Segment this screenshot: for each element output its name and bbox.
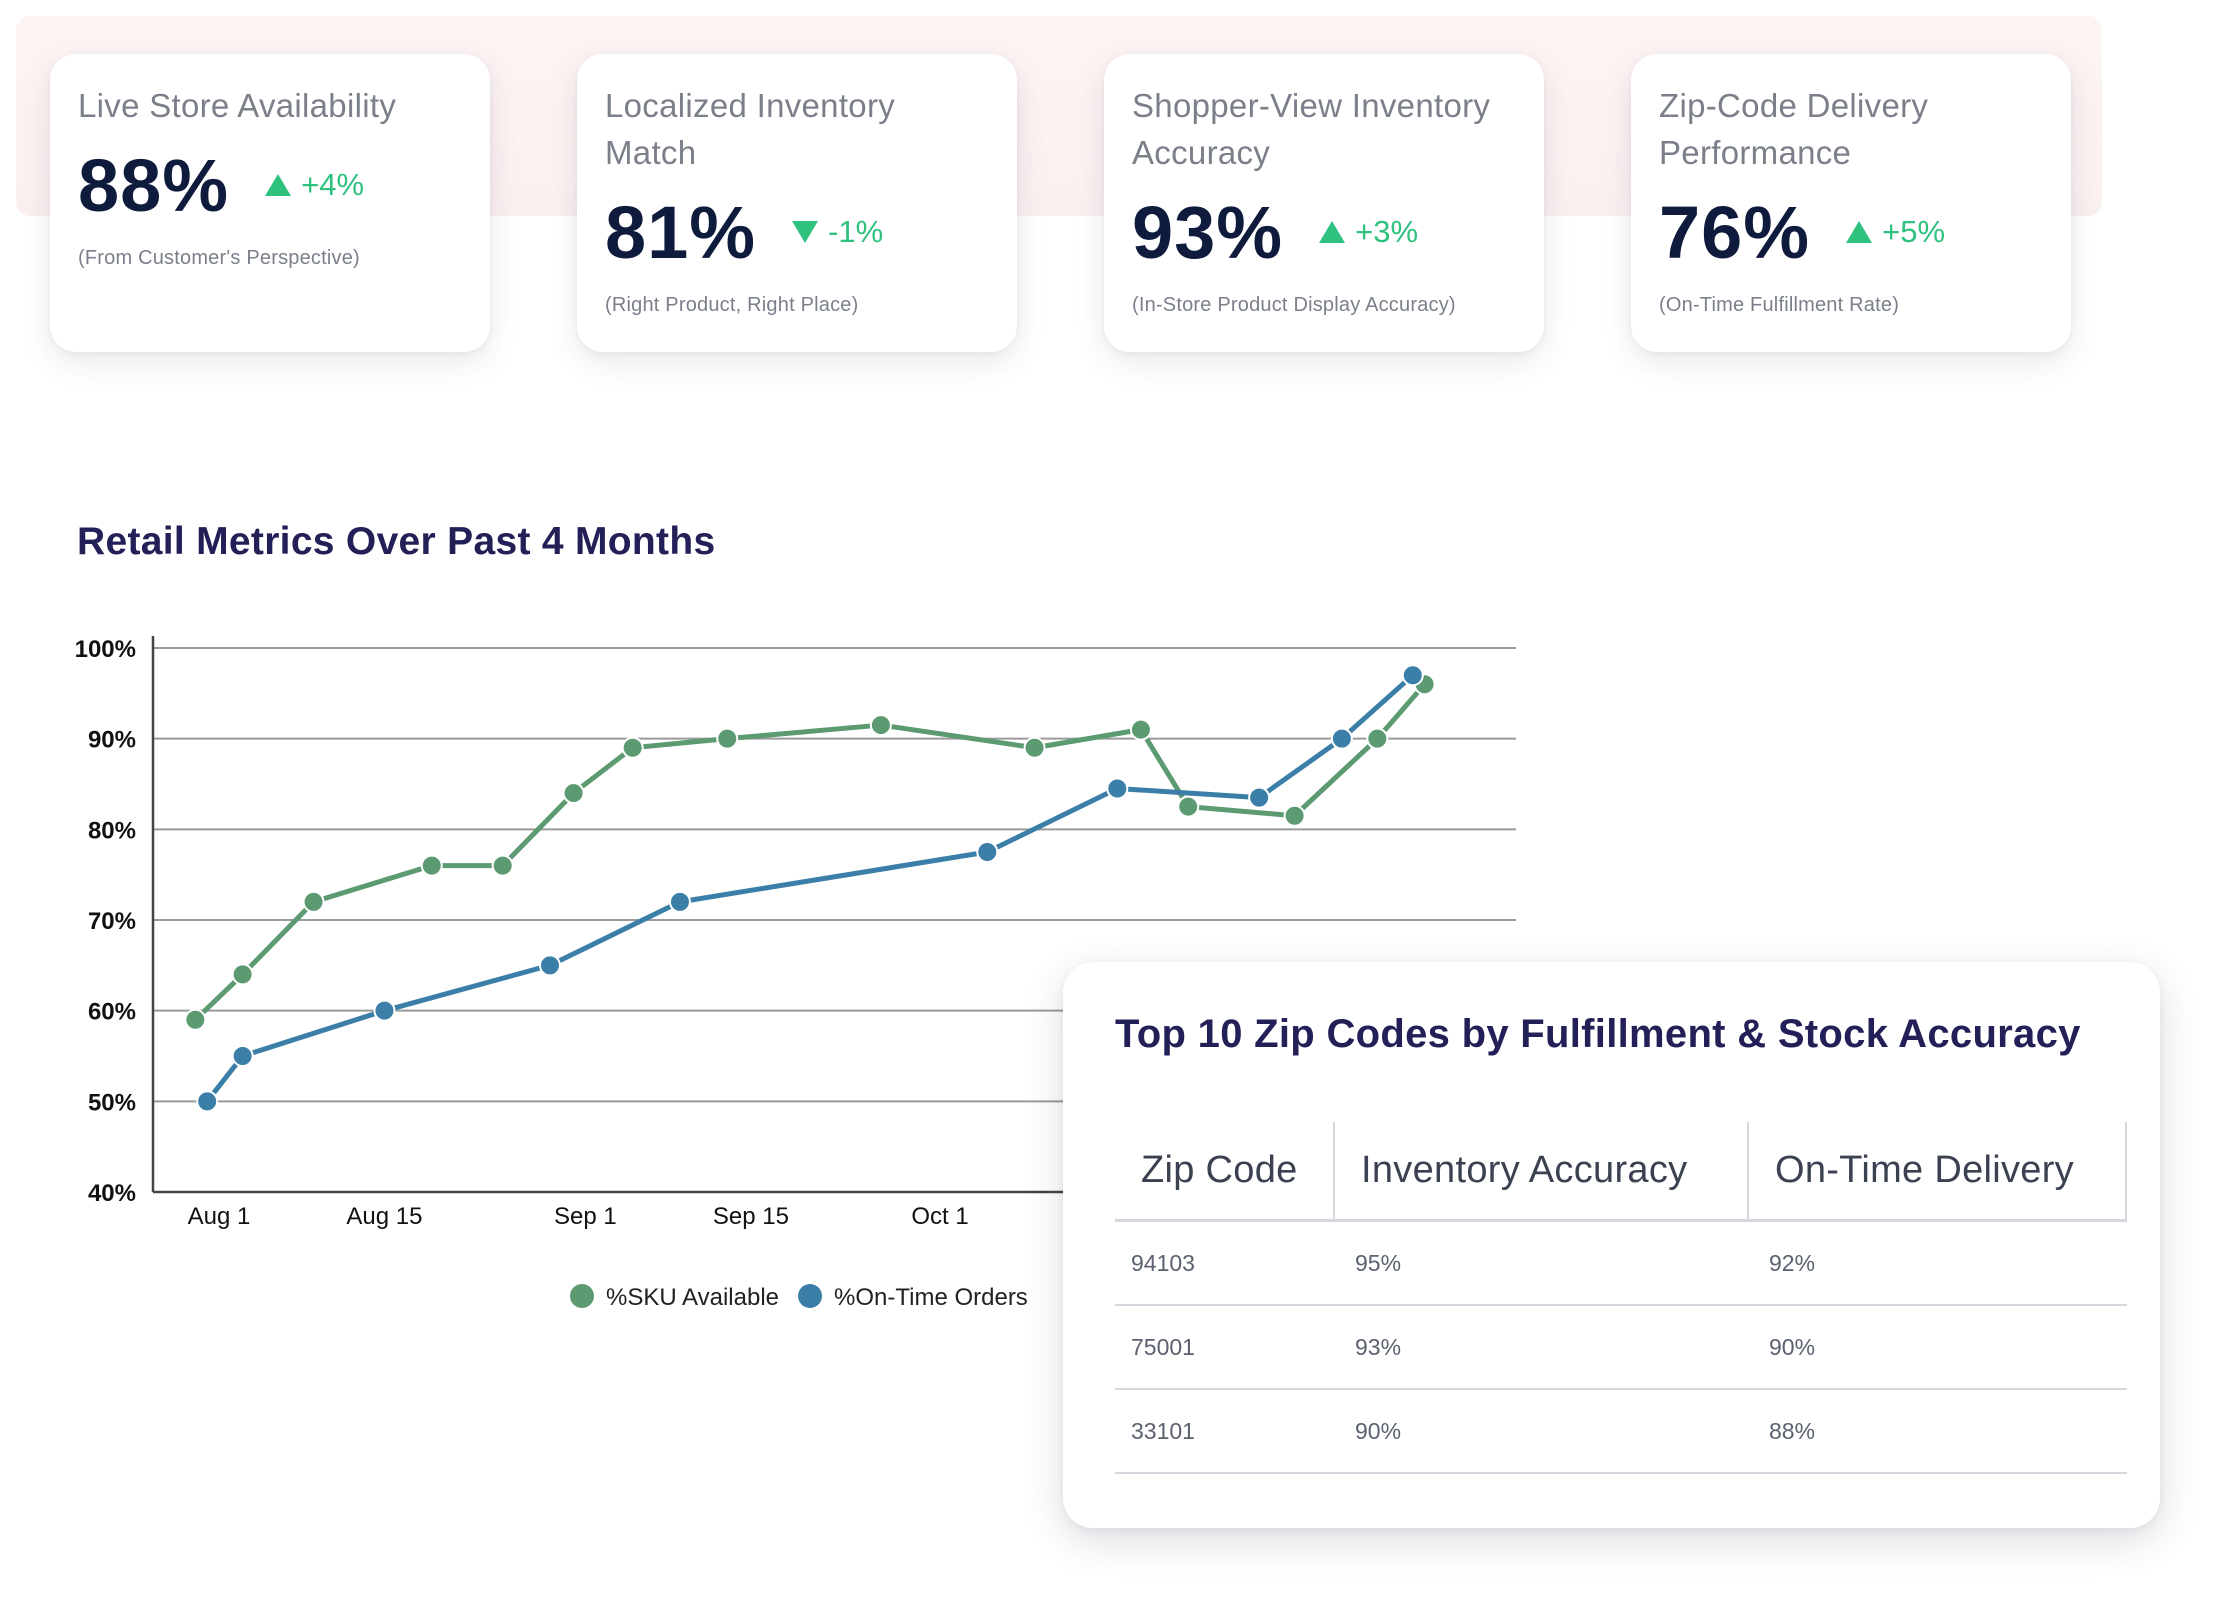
kpi-delta-value: +5% bbox=[1882, 214, 1946, 249]
column-header-zip-code[interactable]: Zip Code bbox=[1141, 1149, 1298, 1191]
kpi-row: 76% +5% bbox=[1659, 182, 2043, 282]
data-point bbox=[1330, 727, 1353, 750]
data-point bbox=[1248, 786, 1271, 809]
table-row[interactable]: 94103 95% 92% bbox=[1115, 1222, 2127, 1306]
x-tick-label: Sep 15 bbox=[713, 1203, 789, 1230]
trend-up-icon bbox=[1319, 221, 1346, 243]
trend-up-icon bbox=[265, 174, 292, 196]
x-tick-label: Aug 15 bbox=[346, 1203, 422, 1230]
data-point bbox=[302, 890, 325, 913]
line-chart: 100% 90% 80% 70% 60% 50% 40% Aug 1 Aug 15 Sep 1 Se… bbox=[75, 636, 1516, 1311]
kpi-title: Live Store Availability bbox=[78, 87, 397, 124]
kpi-row: 81% -1% bbox=[605, 182, 989, 282]
data-point bbox=[1106, 777, 1129, 800]
y-tick-label: 100% bbox=[75, 636, 136, 663]
data-point bbox=[1177, 795, 1200, 818]
kpi-row: 93% +3% bbox=[1132, 182, 1516, 282]
data-point bbox=[1401, 664, 1424, 687]
kpi-subtitle: (From Customer's Perspective) bbox=[78, 247, 360, 269]
legend-marker bbox=[798, 1284, 822, 1308]
kpi-subtitle: (On-Time Fulfillment Rate) bbox=[1659, 294, 1900, 316]
table-header-row: Zip Code Inventory Accuracy On-Time Deli… bbox=[1115, 1122, 2127, 1222]
y-tick-label: 50% bbox=[88, 1089, 136, 1116]
data-point bbox=[231, 1045, 254, 1067]
data-point bbox=[231, 963, 254, 986]
kpi-subtitle: (Right Product, Right Place) bbox=[605, 294, 859, 316]
cell-inventory-accuracy: 90% bbox=[1355, 1417, 1402, 1444]
kpi-delta: +4% bbox=[265, 167, 364, 203]
cell-zip-code: 33101 bbox=[1131, 1417, 1195, 1444]
series-line bbox=[205, 673, 1415, 1103]
kpi-delta: -1% bbox=[792, 214, 883, 250]
data-point bbox=[491, 854, 514, 877]
chart-title: Retail Metrics Over Past 4 Months bbox=[77, 520, 716, 563]
kpi-card-zip-code-delivery-performance[interactable]: Zip-Code Delivery Performance 76% +5% (O… bbox=[1631, 54, 2071, 352]
kpi-delta: +5% bbox=[1846, 214, 1945, 250]
cell-on-time-delivery: 92% bbox=[1769, 1249, 1816, 1276]
data-point bbox=[976, 841, 999, 863]
kpi-delta: +3% bbox=[1319, 214, 1418, 250]
y-tick-label: 60% bbox=[88, 999, 136, 1026]
y-tick-label: 90% bbox=[88, 727, 136, 754]
cell-zip-code: 75001 bbox=[1131, 1333, 1195, 1360]
y-tick-label: 70% bbox=[88, 908, 136, 935]
data-point bbox=[196, 1090, 219, 1113]
cell-on-time-delivery: 90% bbox=[1769, 1333, 1816, 1360]
data-point bbox=[621, 736, 644, 759]
kpi-value: 76% bbox=[1659, 190, 1811, 274]
trend-up-icon bbox=[1846, 221, 1873, 243]
cell-zip-code: 94103 bbox=[1131, 1249, 1195, 1276]
kpi-title: Shopper-View Inventory Accuracy bbox=[1132, 87, 1491, 171]
trend-down-icon bbox=[792, 221, 819, 243]
zip-code-table: Zip Code Inventory Accuracy On-Time Deli… bbox=[1115, 1122, 2127, 1474]
x-tick-label: Aug 1 bbox=[188, 1203, 251, 1230]
data-point bbox=[668, 890, 691, 913]
data-point bbox=[869, 714, 892, 737]
data-point bbox=[373, 999, 396, 1022]
data-point bbox=[538, 954, 561, 977]
kpi-value: 93% bbox=[1132, 190, 1284, 274]
kpi-card-shopper-view-inventory-accuracy[interactable]: Shopper-View Inventory Accuracy 93% +3% … bbox=[1104, 54, 1544, 352]
column-header-inventory-accuracy[interactable]: Inventory Accuracy bbox=[1333, 1122, 1747, 1219]
table-row[interactable]: 33101 90% 88% bbox=[1115, 1390, 2127, 1474]
data-point bbox=[1023, 736, 1046, 759]
data-point bbox=[716, 727, 739, 750]
legend-label: %On-Time Orders bbox=[834, 1284, 1028, 1311]
cell-inventory-accuracy: 95% bbox=[1355, 1249, 1402, 1276]
y-tick-label: 40% bbox=[88, 1180, 136, 1207]
column-header-on-time-delivery[interactable]: On-Time Delivery bbox=[1747, 1122, 2127, 1219]
cell-on-time-delivery: 88% bbox=[1769, 1417, 1816, 1444]
x-tick-label: Sep 1 bbox=[554, 1203, 617, 1230]
data-point bbox=[1129, 718, 1152, 741]
kpi-subtitle: (In-Store Product Display Accuracy) bbox=[1132, 294, 1456, 316]
data-point bbox=[184, 1008, 207, 1031]
legend-marker bbox=[570, 1284, 594, 1308]
kpi-row: 88% +4% bbox=[78, 135, 462, 235]
kpi-card-localized-inventory-match[interactable]: Localized Inventory Match 81% -1% (Right… bbox=[577, 54, 1017, 352]
kpi-card-live-store-availability[interactable]: Live Store Availability 88% +4% (From Cu… bbox=[50, 54, 490, 352]
data-point bbox=[1283, 804, 1306, 827]
cell-inventory-accuracy: 93% bbox=[1355, 1333, 1402, 1360]
table-row[interactable]: 75001 93% 90% bbox=[1115, 1306, 2127, 1390]
kpi-delta-value: -1% bbox=[828, 214, 884, 249]
kpi-value: 81% bbox=[605, 190, 757, 274]
y-tick-label: 80% bbox=[88, 817, 136, 844]
x-tick-label: Oct 1 bbox=[911, 1203, 968, 1230]
data-point bbox=[562, 782, 585, 805]
data-point bbox=[420, 854, 443, 877]
kpi-value: 88% bbox=[78, 143, 230, 227]
table-title: Top 10 Zip Codes by Fulfillment & Stock … bbox=[1115, 1012, 2081, 1056]
zip-code-table-card: Top 10 Zip Codes by Fulfillment & Stock … bbox=[1063, 962, 2160, 1528]
kpi-title: Localized Inventory Match bbox=[605, 87, 896, 171]
kpi-title: Zip-Code Delivery Performance bbox=[1659, 87, 1929, 171]
kpi-delta-value: +4% bbox=[301, 167, 365, 202]
kpi-delta-value: +3% bbox=[1355, 214, 1419, 249]
data-point bbox=[1366, 727, 1389, 750]
legend-label: %SKU Available bbox=[606, 1284, 779, 1311]
